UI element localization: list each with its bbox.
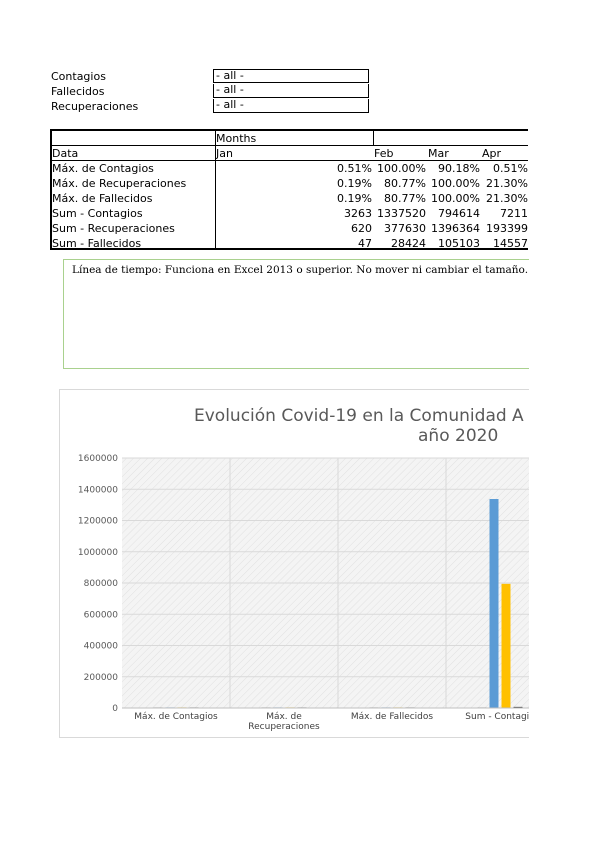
pivot-data-row: Máx. de Recuperaciones 0.19% 80.77% 100.00%… xyxy=(52,176,528,191)
filter-dropdown-fallecidos[interactable]: - all - xyxy=(213,84,369,98)
y-tick-label: 200000 xyxy=(84,673,119,683)
x-tick-label: Máx. de Contagios xyxy=(134,712,218,722)
pivot-cell[interactable]: 47 xyxy=(358,237,372,250)
month-jan[interactable]: Jan xyxy=(216,147,233,160)
pivot-cell[interactable]: 1337520 xyxy=(377,207,426,220)
data-header[interactable]: Data xyxy=(52,147,79,160)
pivot-data-row: Máx. de Fallecidos 0.19% 80.77% 100.00% 21.3… xyxy=(52,191,528,206)
pivot-data-row: Máx. de Contagios 0.51% 100.00% 90.18% 0.51% xyxy=(52,161,528,176)
bar xyxy=(489,499,499,708)
pivot-data-row: Sum - Contagios 3263 1337520 794614 7211 xyxy=(52,206,528,221)
x-tick-label: Máx. de xyxy=(266,712,302,722)
pivot-cell[interactable]: 3263 xyxy=(344,207,372,220)
pivot-cell[interactable]: 100.00% xyxy=(431,192,480,205)
x-tick-label: Sum - Contagio xyxy=(465,712,529,722)
y-tick-label: 1400000 xyxy=(78,485,118,495)
pivot-table: Months Data Jan Feb Mar Apr Máx. de Cont… xyxy=(50,129,528,250)
pivot-cell[interactable]: 377630 xyxy=(384,222,426,235)
y-tick-label: 600000 xyxy=(84,610,119,620)
month-feb[interactable]: Feb xyxy=(374,147,394,160)
timeline-note-box[interactable]: Línea de tiempo: Funciona en Excel 2013 … xyxy=(63,259,529,369)
pivot-cell[interactable]: 28424 xyxy=(391,237,426,250)
filter-label: Fallecidos xyxy=(51,85,105,98)
pivot-cell[interactable]: 80.77% xyxy=(384,177,426,190)
chart-title: Evolución Covid-19 en la Comunidad A año… xyxy=(60,406,529,446)
covid-chart[interactable]: 0 200000 400000 600000 800000 1000000 1200000 1… xyxy=(59,389,529,738)
pivot-row-label[interactable]: Sum - Contagios xyxy=(52,207,143,220)
filter-label: Contagios xyxy=(51,70,106,83)
bar xyxy=(501,583,511,708)
pivot-cell[interactable]: 21.30% xyxy=(486,192,528,205)
pivot-cell[interactable]: 21.30% xyxy=(486,177,528,190)
pivot-divider xyxy=(215,131,216,248)
pivot-cell[interactable]: 14557 xyxy=(493,237,528,250)
months-header[interactable]: Months xyxy=(216,132,257,145)
month-apr[interactable]: Apr xyxy=(482,147,502,160)
pivot-cell[interactable]: 80.77% xyxy=(384,192,426,205)
pivot-cell[interactable]: 620 xyxy=(351,222,372,235)
pivot-data-row: Sum - Fallecidos 47 28424 105103 14557 xyxy=(52,236,528,250)
filter-label: Recuperaciones xyxy=(51,100,139,113)
pivot-cell[interactable]: 0.51% xyxy=(493,162,528,175)
chart-title-line1: Evolución Covid-19 en la Comunidad A xyxy=(194,406,524,426)
timeline-note: Línea de tiempo: Funciona en Excel 2013 … xyxy=(72,264,529,276)
pivot-columns-row: Data Jan Feb Mar Apr xyxy=(52,146,528,161)
bar xyxy=(513,706,523,708)
pivot-row-label[interactable]: Máx. de Contagios xyxy=(52,162,154,175)
y-tick-label: 400000 xyxy=(84,642,119,652)
y-tick-label: 800000 xyxy=(84,579,119,589)
pivot-cell[interactable]: 100.00% xyxy=(377,162,426,175)
pivot-row-label[interactable]: Máx. de Fallecidos xyxy=(52,192,153,205)
pivot-cell[interactable]: 0.19% xyxy=(337,192,372,205)
x-tick-label: Máx. de Fallecidos xyxy=(351,712,434,722)
pivot-cell[interactable]: 7211 xyxy=(500,207,528,220)
chart-title-line2: año 2020 xyxy=(418,426,499,446)
pivot-cell[interactable]: 1396364 xyxy=(431,222,480,235)
pivot-cell[interactable]: 193399 xyxy=(486,222,528,235)
pivot-row-label[interactable]: Sum - Fallecidos xyxy=(52,237,142,250)
pivot-row-label[interactable]: Sum - Recuperaciones xyxy=(52,222,175,235)
pivot-divider xyxy=(52,160,528,161)
y-tick-label: 1200000 xyxy=(78,517,118,527)
pivot-cell[interactable]: 794614 xyxy=(438,207,480,220)
pivot-cell[interactable]: 0.19% xyxy=(337,177,372,190)
y-tick-label: 1600000 xyxy=(78,454,118,464)
pivot-cell[interactable]: 90.18% xyxy=(438,162,480,175)
pivot-divider xyxy=(373,131,374,146)
pivot-header-row: Months xyxy=(52,131,528,146)
month-mar[interactable]: Mar xyxy=(428,147,449,160)
x-tick-label: Recuperaciones xyxy=(248,722,320,732)
filter-dropdown-recuperaciones[interactable]: - all - xyxy=(213,99,369,113)
filter-dropdown-contagios[interactable]: - all - xyxy=(213,69,369,83)
y-tick-label: 0 xyxy=(112,704,118,714)
pivot-cell[interactable]: 100.00% xyxy=(431,177,480,190)
pivot-cell[interactable]: 0.51% xyxy=(337,162,372,175)
chart-plot: 0 200000 400000 600000 800000 1000000 1200000 1… xyxy=(78,454,529,732)
pivot-cell[interactable]: 105103 xyxy=(438,237,480,250)
pivot-row-label[interactable]: Máx. de Recuperaciones xyxy=(52,177,187,190)
y-tick-label: 1000000 xyxy=(78,548,118,558)
pivot-divider xyxy=(52,145,528,146)
pivot-data-row: Sum - Recuperaciones 620 377630 1396364 1933… xyxy=(52,221,528,236)
